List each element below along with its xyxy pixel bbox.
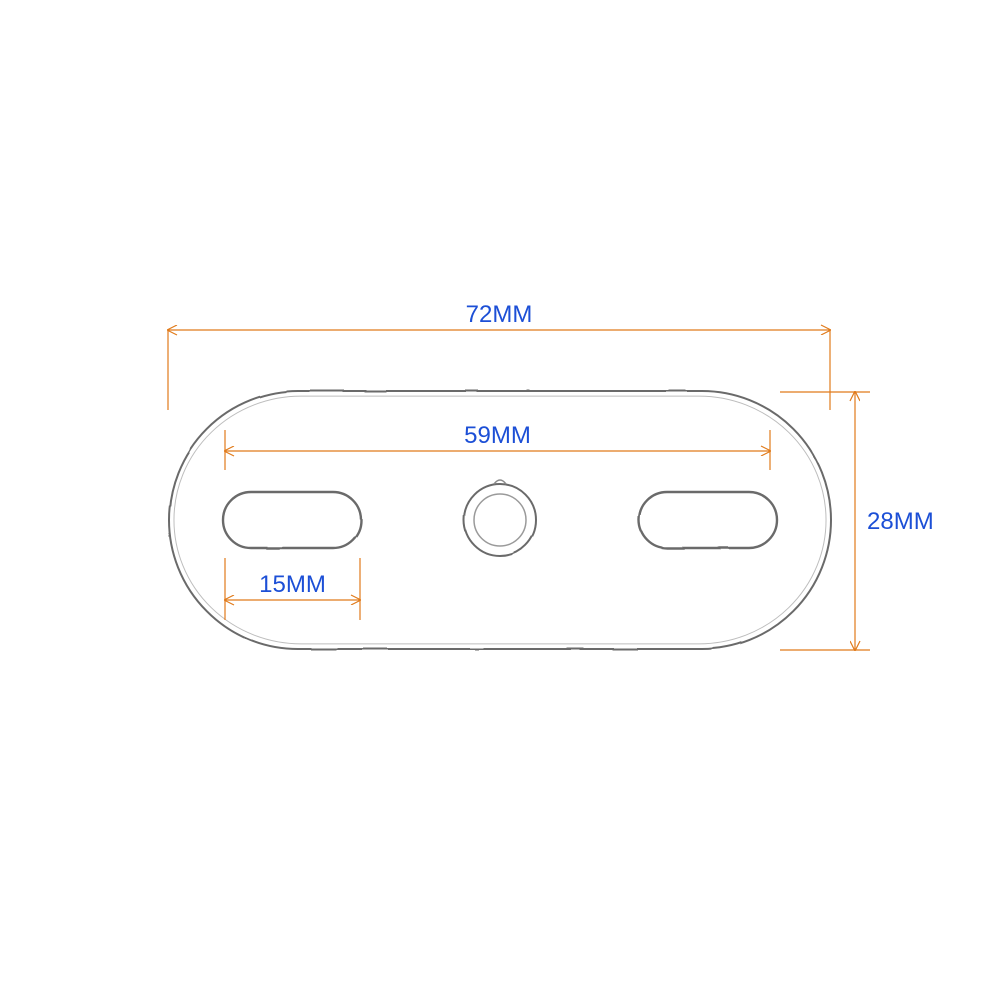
dim-72mm-label: 72MM — [466, 301, 533, 328]
slot-right — [639, 492, 777, 548]
dim-59mm-label: 59MM — [464, 422, 531, 449]
slot-left — [223, 492, 361, 548]
dim-15mm-label: 15MM — [259, 571, 326, 598]
center-boss-inner — [474, 494, 526, 546]
dim-28mm-label: 28MM — [867, 508, 934, 535]
